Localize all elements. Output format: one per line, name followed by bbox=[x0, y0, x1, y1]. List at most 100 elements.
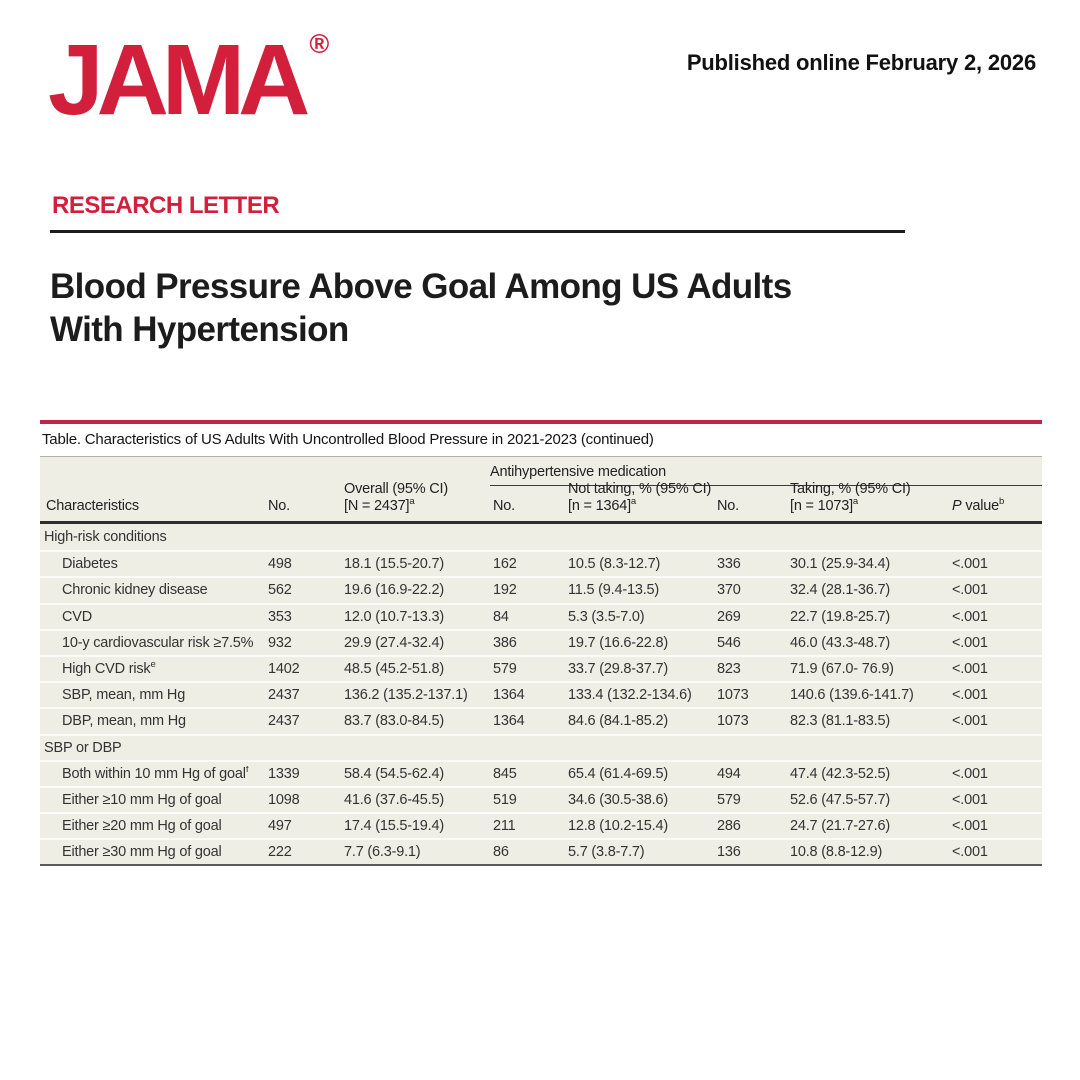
cell-value: 370 bbox=[717, 582, 741, 599]
table-row: High-risk conditions bbox=[40, 524, 1042, 550]
cell-value: 136.2 (135.2-137.1) bbox=[344, 687, 468, 704]
table-row: SBP, mean, mm Hg 2437 136.2 (135.2-137.1) 1… bbox=[40, 681, 1042, 707]
cell-value: 546 bbox=[717, 634, 741, 651]
column-header-line: Characteristics bbox=[46, 498, 139, 514]
table-row: DBP, mean, mm Hg 2437 83.7 (83.0-84.5) 1364… bbox=[40, 707, 1042, 733]
cell-value: 386 bbox=[493, 634, 517, 651]
cell-value: 136 bbox=[717, 844, 741, 861]
cell-value: 497 bbox=[268, 818, 292, 835]
column-header-line: No. bbox=[493, 498, 515, 514]
cell-value: 10.5 (8.3-12.7) bbox=[568, 556, 661, 573]
cell-value: 34.6 (30.5-38.6) bbox=[568, 791, 668, 808]
cell-value: 33.7 (29.8-37.7) bbox=[568, 661, 668, 678]
cell-value: <.001 bbox=[952, 818, 988, 835]
footnote-marker: f bbox=[245, 765, 249, 775]
cell-value: 2437 bbox=[268, 687, 300, 704]
cell-value: <.001 bbox=[952, 582, 988, 599]
cell-value: 84 bbox=[493, 608, 509, 625]
cell-value: 30.1 (25.9-34.4) bbox=[790, 556, 890, 573]
cell-value: 1364 bbox=[493, 687, 525, 704]
row-label: SBP, mean, mm Hg bbox=[62, 687, 186, 704]
row-label: High CVD riske bbox=[62, 661, 156, 678]
cell-value: 845 bbox=[493, 765, 517, 782]
column-header-line: Not taking, % (95% CI) bbox=[568, 481, 712, 497]
row-label: High-risk conditions bbox=[44, 529, 167, 546]
cell-value: 579 bbox=[493, 661, 517, 678]
cell-value: 1402 bbox=[268, 661, 300, 678]
cell-value: 24.7 (21.7-27.6) bbox=[790, 818, 890, 835]
cell-value: 932 bbox=[268, 634, 292, 651]
registered-mark: ® bbox=[309, 29, 330, 59]
cell-value: <.001 bbox=[952, 765, 988, 782]
row-label: Diabetes bbox=[62, 556, 118, 573]
cell-value: 48.5 (45.2-51.8) bbox=[344, 661, 444, 678]
cell-value: 47.4 (42.3-52.5) bbox=[790, 765, 890, 782]
cell-value: 41.6 (37.6-45.5) bbox=[344, 791, 444, 808]
cell-value: 10.8 (8.8-12.9) bbox=[790, 844, 883, 861]
cell-value: 162 bbox=[493, 556, 517, 573]
cell-value: 83.7 (83.0-84.5) bbox=[344, 713, 444, 730]
published-date: Published online February 2, 2026 bbox=[686, 50, 1036, 75]
table-row: Either ≥20 mm Hg of goal 497 17.4 (15.5-19… bbox=[40, 812, 1042, 838]
title-line-1: Blood Pressure Above Goal Among US Adult… bbox=[50, 267, 792, 306]
cell-value: 192 bbox=[493, 582, 517, 599]
column-header-line: [N = 2437]a bbox=[344, 496, 415, 514]
column-header-line: No. bbox=[717, 498, 739, 514]
column-header-line: Taking, % (95% CI) bbox=[790, 481, 911, 497]
cell-value: 12.8 (10.2-15.4) bbox=[568, 818, 668, 835]
column-header-line: [n = 1073]a bbox=[790, 496, 858, 514]
cell-value: 86 bbox=[493, 844, 509, 861]
footnote-marker: e bbox=[150, 661, 156, 671]
table-column-headers: Characteristics No. Overall (95% CI) [N = 2… bbox=[40, 481, 1042, 521]
cell-value: 2437 bbox=[268, 713, 300, 730]
cell-value: 494 bbox=[717, 765, 741, 782]
spanner-rule bbox=[490, 485, 1042, 486]
table-header: Antihypertensive medication Characterist… bbox=[40, 457, 1042, 521]
cell-value: <.001 bbox=[952, 556, 988, 573]
cell-value: 498 bbox=[268, 556, 292, 573]
cell-value: 18.1 (15.5-20.7) bbox=[344, 556, 444, 573]
column-header: P valueb bbox=[950, 497, 1042, 515]
cell-value: 519 bbox=[493, 791, 517, 808]
cell-value: 579 bbox=[717, 791, 741, 808]
row-label: CVD bbox=[62, 608, 93, 625]
cell-value: 12.0 (10.7-13.3) bbox=[344, 608, 444, 625]
footnote-marker: a bbox=[630, 496, 636, 508]
cell-value: 353 bbox=[268, 608, 292, 625]
cell-value: 5.3 (3.5-7.0) bbox=[568, 608, 645, 625]
row-label: Chronic kidney disease bbox=[62, 582, 208, 599]
cell-value: 65.4 (61.4-69.5) bbox=[568, 765, 668, 782]
cell-value: 46.0 (43.3-48.7) bbox=[790, 634, 890, 651]
table-row: Either ≥10 mm Hg of goal 1098 41.6 (37.6-4… bbox=[40, 785, 1042, 812]
column-header: Not taking, % (95% CI) [n = 1364]a bbox=[568, 481, 717, 515]
cell-value: 222 bbox=[268, 844, 292, 861]
section-kicker: RESEARCH LETTER bbox=[52, 192, 280, 219]
data-table: Table. Characteristics of US Adults With… bbox=[40, 420, 1042, 867]
cell-value: 1073 bbox=[717, 687, 749, 704]
footnote-marker: a bbox=[852, 496, 858, 508]
row-label: Either ≥20 mm Hg of goal bbox=[62, 818, 222, 835]
row-label: SBP or DBP bbox=[44, 739, 122, 756]
column-header: Overall (95% CI) [N = 2437]a bbox=[344, 481, 493, 515]
table-row: SBP or DBP bbox=[40, 733, 1042, 760]
jama-logo-text: JAMA bbox=[48, 24, 310, 136]
row-label: 10-y cardiovascular risk ≥7.5% bbox=[62, 634, 254, 651]
cell-value: 29.9 (27.4-32.4) bbox=[344, 634, 444, 651]
cell-value: 269 bbox=[717, 608, 741, 625]
table-row: Either ≥30 mm Hg of goal 222 7.7 (6.3-9.1)… bbox=[40, 838, 1042, 864]
footnote-marker: a bbox=[409, 496, 415, 508]
column-header: No. bbox=[717, 498, 790, 515]
column-header-line: [n = 1364]a bbox=[568, 496, 636, 514]
cell-value: 823 bbox=[717, 661, 741, 678]
cell-value: 1098 bbox=[268, 791, 300, 808]
cell-value: 140.6 (139.6-141.7) bbox=[790, 687, 914, 704]
column-header-line: No. bbox=[268, 498, 290, 514]
cell-value: 211 bbox=[493, 818, 516, 835]
cell-value: 82.3 (81.1-83.5) bbox=[790, 713, 890, 730]
cell-value: 22.7 (19.8-25.7) bbox=[790, 608, 890, 625]
cell-value: 84.6 (84.1-85.2) bbox=[568, 713, 668, 730]
row-label: Either ≥10 mm Hg of goal bbox=[62, 791, 222, 808]
header-bottom-rule bbox=[40, 521, 1042, 524]
column-header: No. bbox=[493, 498, 568, 515]
